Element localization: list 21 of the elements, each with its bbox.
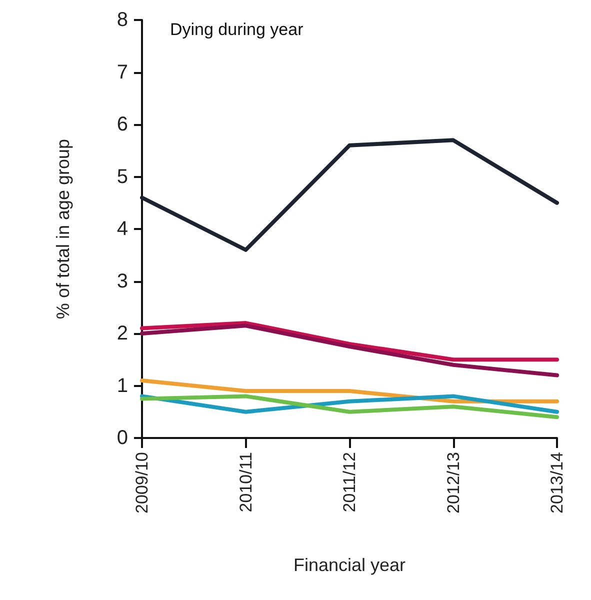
y-tick-label: 4	[116, 218, 128, 240]
x-tick-label: 2010/11	[236, 452, 256, 512]
x-tick-label: 2011/12	[340, 452, 359, 512]
y-axis-title: % of total in age group	[53, 138, 73, 320]
x-axis-title: Financial year	[293, 555, 406, 575]
line-series	[140, 321, 559, 362]
y-tick-label: 3	[116, 270, 128, 292]
x-tick-label: 2009/10	[132, 452, 152, 514]
line-series	[140, 394, 559, 420]
y-tick-label: 5	[116, 166, 128, 188]
y-tick-label: 2	[116, 322, 128, 344]
x-tick-label: 2013/14	[548, 452, 566, 514]
line-series	[140, 138, 559, 252]
y-tick-label: 6	[116, 114, 128, 136]
y-tick-label: 7	[116, 61, 128, 84]
line-series	[140, 324, 559, 378]
x-tick-label: 2012/13	[444, 452, 463, 514]
y-tick-label: 8	[116, 9, 128, 31]
chart-title: Dying during year	[170, 20, 304, 39]
y-tick-label: 1	[116, 374, 128, 397]
y-tick-label: 0	[116, 427, 128, 449]
